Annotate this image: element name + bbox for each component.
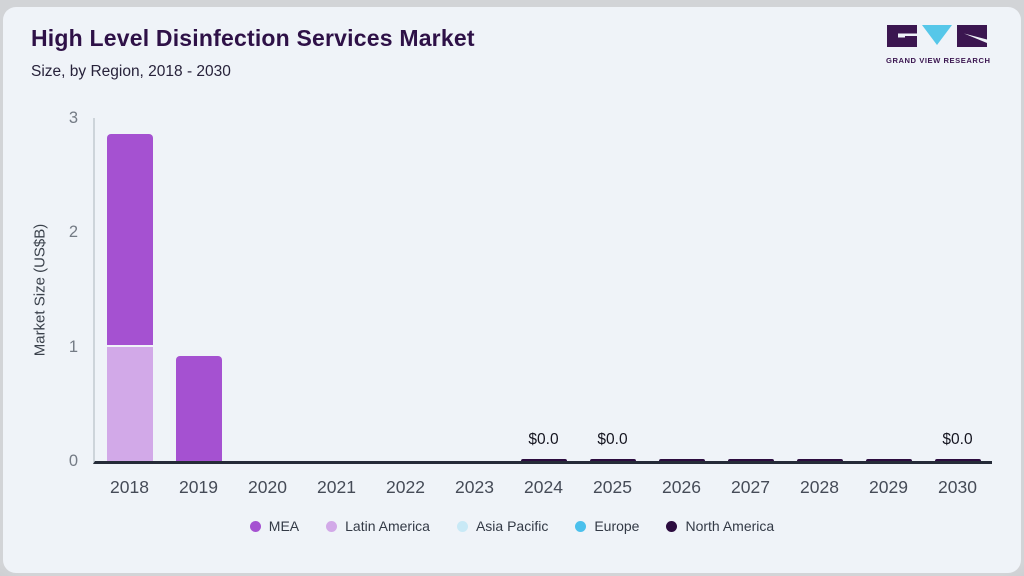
legend-label: Asia Pacific <box>475 518 549 534</box>
chart-column-2023: 2023 <box>440 118 509 497</box>
bar-segment-north-america <box>865 458 912 461</box>
bar-value-label: $0.0 <box>528 430 559 448</box>
x-tick-label: 2030 <box>938 477 977 497</box>
gvr-logo-icon <box>887 25 987 47</box>
bar-stack <box>865 458 912 461</box>
bar-stack <box>658 458 705 461</box>
chart-column-2029: 2029 <box>854 118 923 497</box>
x-tick-label: 2022 <box>386 477 425 497</box>
x-tick-label: 2021 <box>317 477 356 497</box>
legend-dot-icon <box>666 520 678 532</box>
chart-column-2024: $0.0 2024 <box>509 118 578 497</box>
bar-stack <box>175 355 222 461</box>
bar-segment-mea <box>175 355 222 461</box>
chart-column-2019: 2019 <box>164 118 233 497</box>
x-tick-label: 2019 <box>179 477 218 497</box>
page-subtitle: Size, by Region, 2018 - 2030 <box>31 63 231 80</box>
legend-dot-icon <box>249 520 261 532</box>
brand-logo: GRAND VIEW RESEARCH <box>886 24 991 65</box>
bar-stack <box>520 458 567 461</box>
bar-segment-north-america <box>727 458 774 461</box>
chart-card <box>3 7 1021 573</box>
bar-segment-latin-america <box>106 346 153 461</box>
legend-item-europe: Europe <box>575 518 639 534</box>
chart-column-2026: 2026 <box>647 118 716 497</box>
chart-legend: MEA Latin America Asia Pacific Europe North … <box>0 516 1024 536</box>
page-title: High Level Disinfection Services Market <box>31 25 475 51</box>
x-tick-label: 2027 <box>731 477 770 497</box>
x-tick-label: 2029 <box>869 477 908 497</box>
bar-stack <box>727 458 774 461</box>
bar-segment-north-america <box>589 458 636 461</box>
bar-value-label: $0.0 <box>597 430 628 448</box>
brand-name: GRAND VIEW RESEARCH <box>886 56 991 65</box>
legend-item-north-america: North America <box>666 518 774 534</box>
chart-column-2022: 2022 <box>371 118 440 497</box>
chart-column-2020: 2020 <box>233 118 302 497</box>
legend-label: MEA <box>268 518 300 534</box>
y-tick-label: 2 <box>68 223 78 242</box>
plot-area: 2018 2019 2020 2021 2022 2023 $0.0 2024 $0.0 2025… <box>93 118 992 497</box>
y-tick-label: 3 <box>68 109 78 127</box>
x-tick-label: 2020 <box>248 477 287 497</box>
legend-dot-icon <box>456 520 468 532</box>
x-tick-label: 2025 <box>593 477 632 497</box>
x-tick-label: 2023 <box>455 477 494 497</box>
x-tick-label: 2024 <box>524 477 563 497</box>
bar-stack <box>589 458 636 461</box>
bar-stack <box>106 134 153 461</box>
chart-column-2028: 2028 <box>785 118 854 497</box>
bar-value-label: $0.0 <box>942 430 973 448</box>
legend-item-asia-pacific: Asia Pacific <box>456 518 549 534</box>
legend-label: Europe <box>594 518 640 534</box>
legend-item-mea: MEA <box>249 518 300 534</box>
legend-item-latin-america: Latin America <box>326 518 430 534</box>
y-tick-label: 1 <box>68 337 78 356</box>
chart-column-2025: $0.0 2025 <box>578 118 647 497</box>
chart-column-2018: 2018 <box>95 118 164 497</box>
y-axis-ticks: 0 1 2 3 <box>0 109 80 470</box>
legend-label: Latin America <box>345 518 430 534</box>
legend-dot-icon <box>575 520 587 532</box>
bar-stack <box>934 458 981 461</box>
legend-dot-icon <box>326 520 338 532</box>
y-tick-label: 0 <box>68 452 78 470</box>
bar-segment-north-america <box>934 458 981 461</box>
x-tick-label: 2026 <box>662 477 701 497</box>
chart-column-2030: $0.0 2030 <box>923 118 992 497</box>
bar-segment-north-america <box>658 458 705 461</box>
chart-column-2027: 2027 <box>716 118 785 497</box>
bar-segment-mea <box>106 134 153 345</box>
chart-column-2021: 2021 <box>302 118 371 497</box>
bar-segment-north-america <box>520 458 567 461</box>
legend-label: North America <box>685 518 775 534</box>
x-tick-label: 2028 <box>800 477 839 497</box>
x-tick-label: 2018 <box>110 477 149 497</box>
bar-stack <box>796 458 843 461</box>
bar-segment-north-america <box>796 458 843 461</box>
